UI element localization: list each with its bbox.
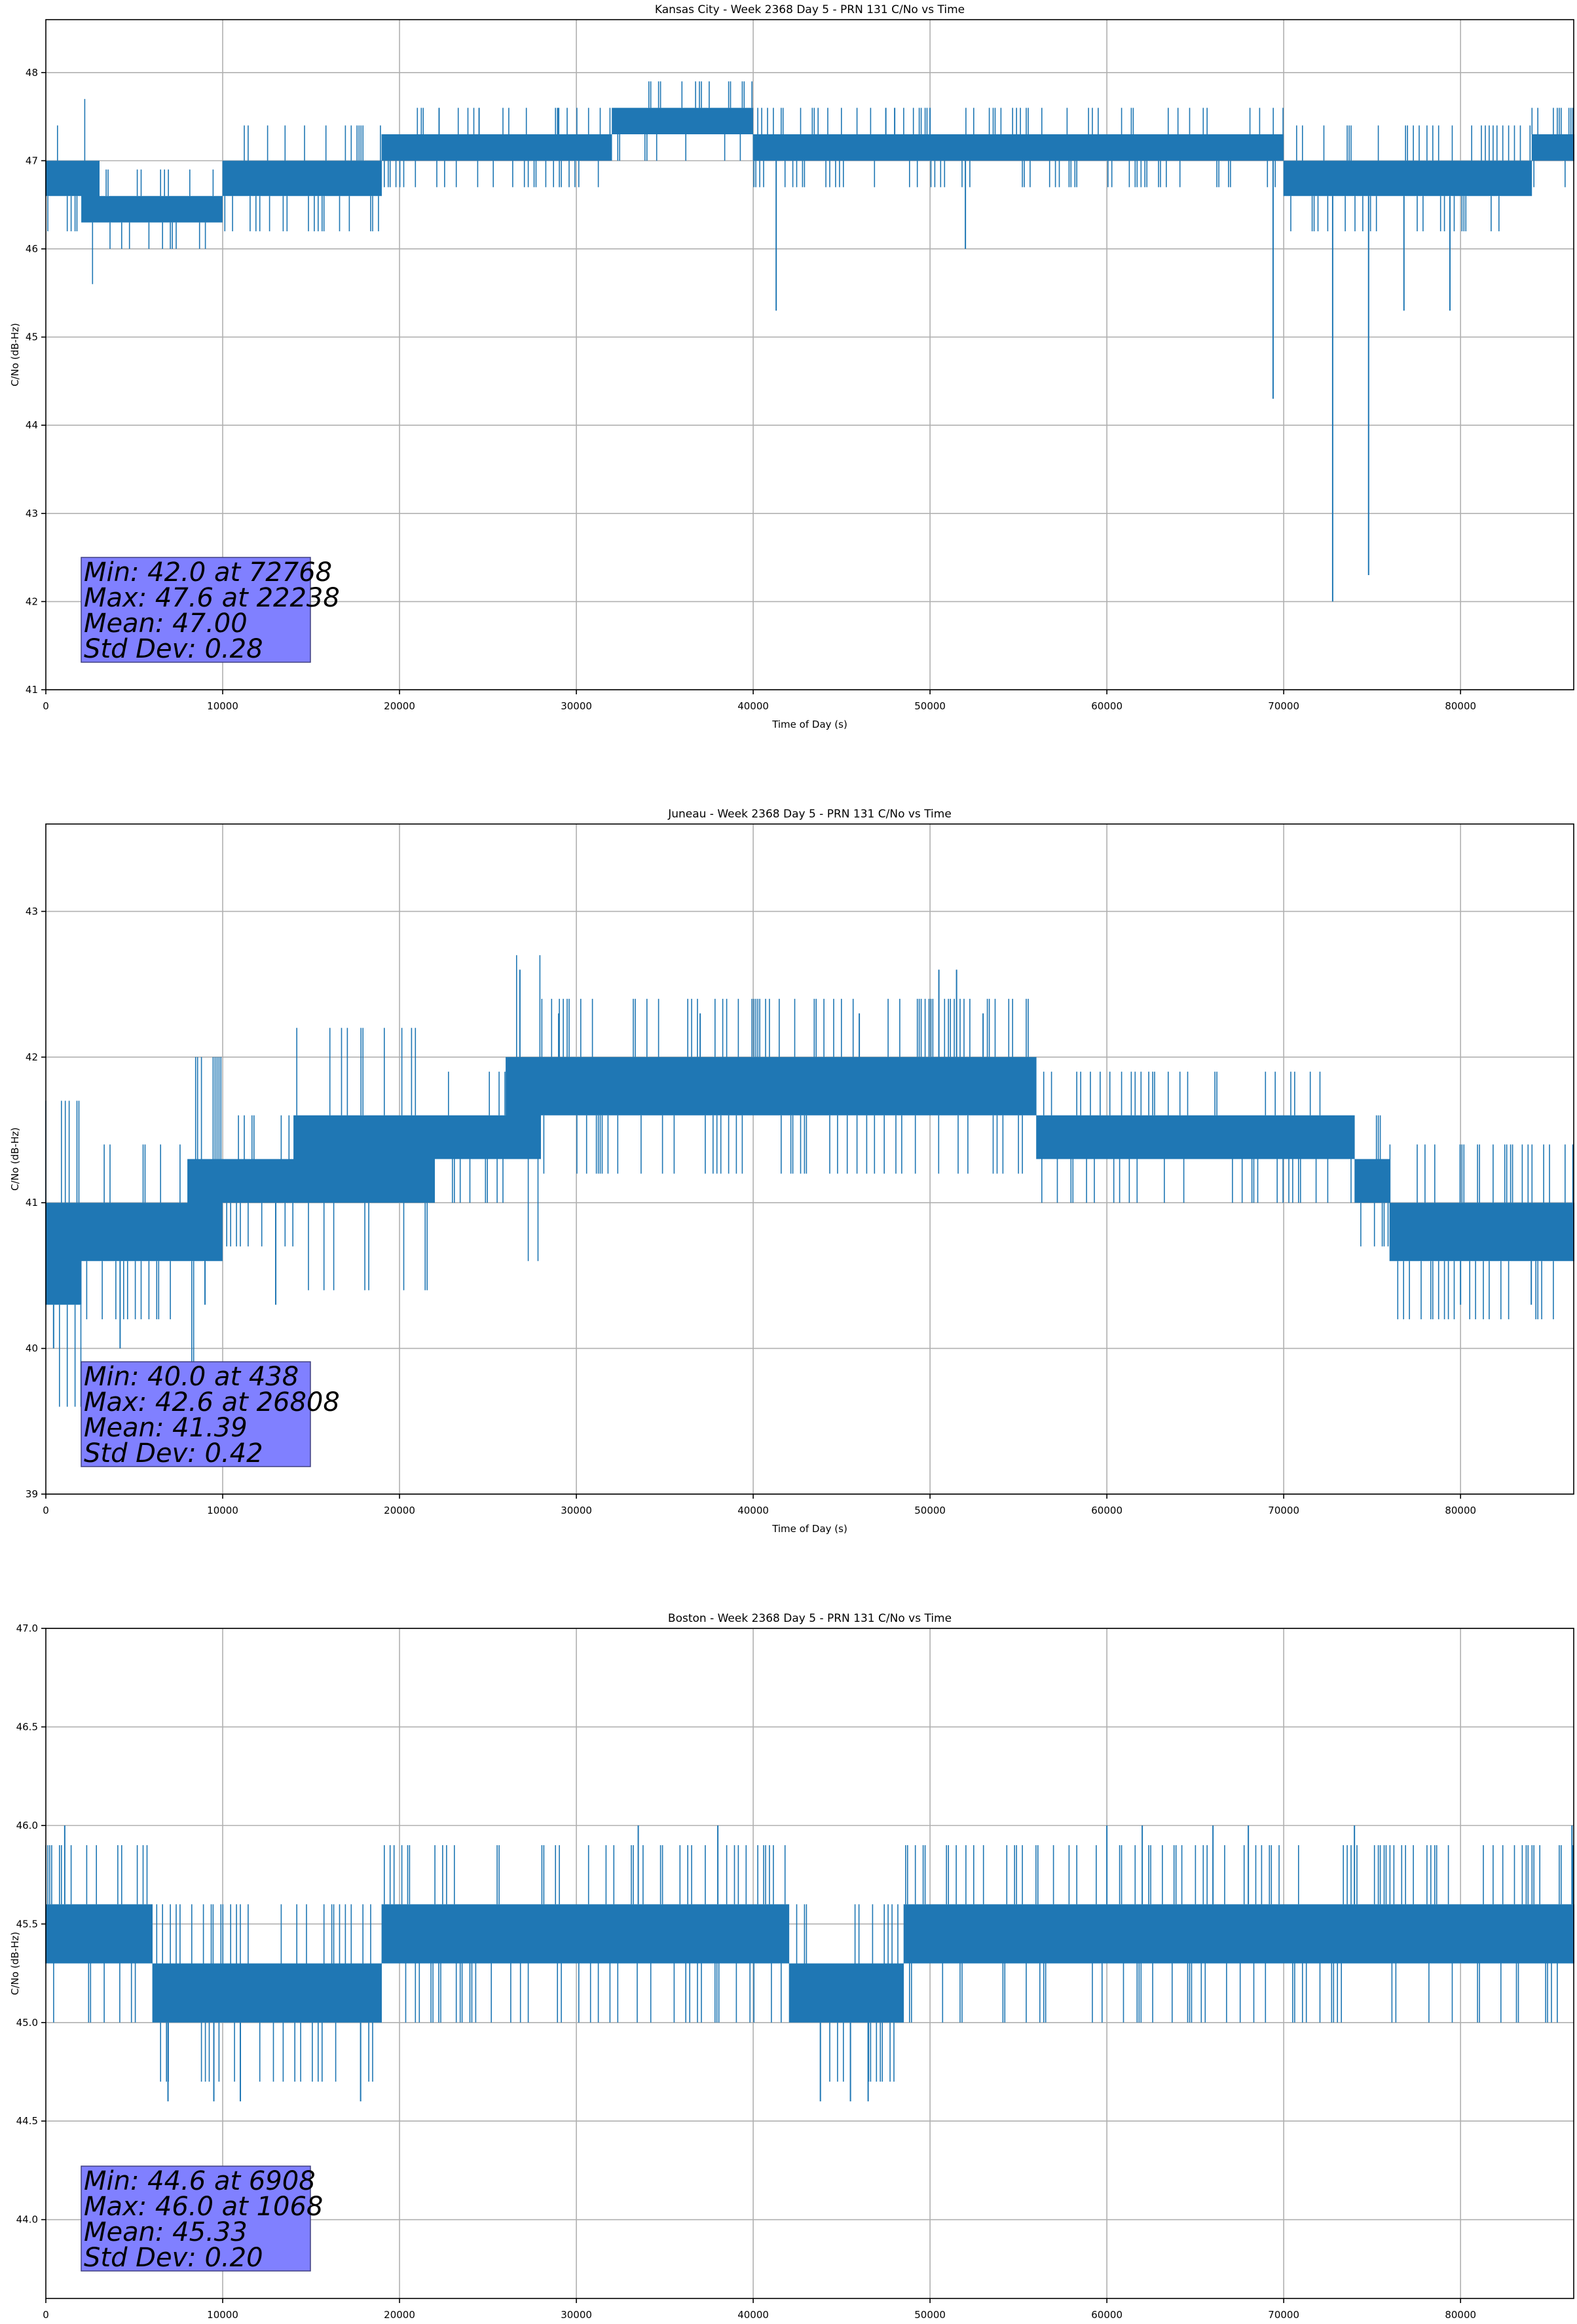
x-tick-label: 70000 — [1268, 1505, 1299, 1516]
y-tick-label: 44 — [26, 419, 38, 431]
stats-line: Mean: 41.39 — [84, 1413, 248, 1443]
y-tick-label: 46 — [26, 243, 38, 255]
stats-line: Std Dev: 0.42 — [84, 1438, 263, 1469]
x-tick-label: 50000 — [914, 700, 946, 712]
stats-line: Min: 42.0 at 72768 — [84, 557, 332, 588]
x-tick-label: 60000 — [1091, 1505, 1122, 1516]
y-tick-label: 45 — [26, 331, 38, 343]
y-axis-label: C/No (dB-Hz) — [9, 323, 21, 386]
y-axis-label: C/No (dB-Hz) — [9, 1127, 21, 1191]
series-line — [45, 81, 1574, 602]
x-tick-label: 10000 — [207, 1505, 238, 1516]
x-tick-label: 0 — [43, 1505, 49, 1516]
x-tick-label: 20000 — [384, 700, 415, 712]
stats-box-background — [81, 557, 311, 663]
x-tick-label: 50000 — [914, 2309, 946, 2321]
x-tick-label: 0 — [43, 700, 49, 712]
axes-frame — [45, 1628, 1574, 2299]
stats-box-background — [81, 1361, 311, 1467]
y-tick-label: 43 — [26, 905, 38, 917]
x-tick-label: 40000 — [737, 700, 769, 712]
y-tick-label: 47.0 — [16, 1622, 38, 1634]
y-tick-label: 44.5 — [16, 2115, 38, 2127]
y-tick-label: 41 — [26, 1197, 38, 1209]
y-tick-label: 40 — [26, 1343, 38, 1355]
x-tick-label: 80000 — [1445, 1505, 1476, 1516]
x-tick-label: 40000 — [737, 1505, 769, 1516]
x-tick-label: 20000 — [384, 2309, 415, 2321]
chart-panel-1: 0 10000 20000 30000 40000 50000 60000 70000 8000… — [9, 808, 1574, 1535]
x-tick-label: 60000 — [1091, 700, 1122, 712]
chart-title: Boston - Week 2368 Day 5 - PRN 131 C/No … — [668, 1612, 952, 1625]
x-tick-label: 10000 — [207, 700, 238, 712]
stats-line: Mean: 47.00 — [84, 609, 248, 639]
stats-line: Min: 40.0 at 438 — [84, 1362, 299, 1392]
y-tick-label: 46.5 — [16, 1721, 38, 1733]
series-noise — [47, 81, 1574, 284]
x-tick-label: 20000 — [384, 1505, 415, 1516]
x-tick-label: 70000 — [1268, 700, 1299, 712]
y-tick-label: 48 — [26, 67, 38, 79]
x-tick-label: 10000 — [207, 2309, 238, 2321]
y-tick-label: 42 — [26, 1051, 38, 1063]
x-tick-label: 50000 — [914, 1505, 946, 1516]
stats-line: Std Dev: 0.28 — [84, 634, 263, 664]
y-tick-label: 43 — [26, 508, 38, 519]
chart-panel-0: 0 10000 20000 30000 40000 50000 60000 70000 8000… — [9, 3, 1574, 730]
stats-line: Min: 44.6 at 6908 — [84, 2166, 316, 2196]
x-tick-label: 80000 — [1445, 2309, 1476, 2321]
series-line — [45, 955, 1574, 1407]
y-tick-label: 42 — [26, 595, 38, 607]
x-tick-label: 30000 — [561, 1505, 592, 1516]
x-tick-label: 0 — [43, 2309, 49, 2321]
y-tick-label: 46.0 — [16, 1820, 38, 1831]
axes-frame — [45, 823, 1574, 1495]
stats-line: Mean: 45.33 — [84, 2217, 248, 2247]
x-tick-label: 70000 — [1268, 2309, 1299, 2321]
chart-title: Kansas City - Week 2368 Day 5 - PRN 131 … — [655, 3, 965, 16]
chart-title: Juneau - Week 2368 Day 5 - PRN 131 C/No … — [667, 808, 952, 821]
y-tick-label: 44.0 — [16, 2214, 38, 2226]
x-tick-label: 30000 — [561, 700, 592, 712]
x-tick-label: 60000 — [1091, 2309, 1122, 2321]
x-tick-label: 80000 — [1445, 700, 1476, 712]
x-tick-label: 40000 — [737, 2309, 769, 2321]
y-tick-label: 39 — [26, 1488, 38, 1500]
y-tick-label: 45.0 — [16, 2017, 38, 2029]
x-tick-label: 30000 — [561, 2309, 592, 2321]
y-axis-label: C/No (dB-Hz) — [9, 1932, 21, 1995]
stats-box-background — [81, 2165, 311, 2272]
x-axis-label: Time of Day (s) — [771, 1523, 847, 1535]
chart-panel-2: 0 10000 20000 30000 40000 50000 60000 70000 8000… — [9, 1612, 1574, 2321]
y-tick-label: 41 — [26, 684, 38, 696]
y-tick-label: 45.5 — [16, 1918, 38, 1930]
x-axis-label: Time of Day (s) — [771, 719, 847, 730]
stats-line: Std Dev: 0.20 — [84, 2243, 263, 2273]
stats-line: Max: 46.0 at 1068 — [84, 2192, 323, 2222]
stats-line: Max: 42.6 at 26808 — [84, 1387, 340, 1417]
stats-line: Max: 47.6 at 22238 — [84, 583, 340, 613]
y-tick-label: 47 — [26, 155, 38, 166]
axes-frame — [45, 19, 1574, 690]
